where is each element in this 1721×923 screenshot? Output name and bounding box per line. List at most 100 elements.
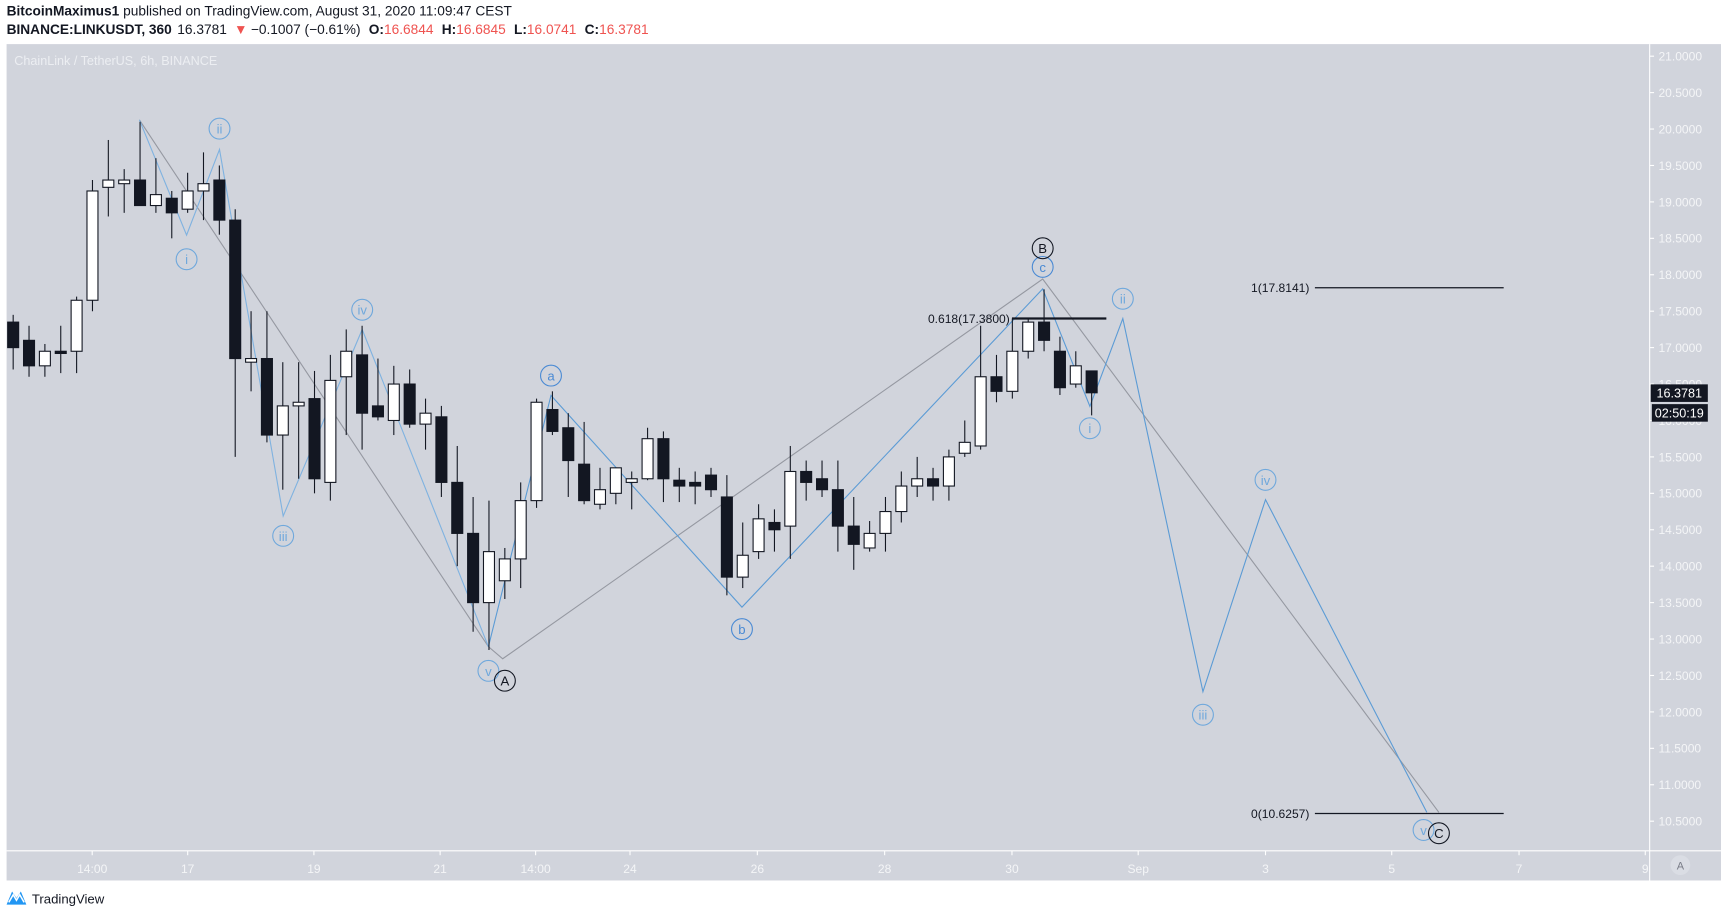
author-name[interactable]: BitcoinMaximus1 [7, 4, 120, 19]
svg-text:iii: iii [1199, 708, 1208, 723]
wave-label-i[interactable]: i [175, 248, 198, 271]
time-tick-label: 30 [1005, 862, 1019, 876]
wave-label-v[interactable]: v [1412, 819, 1435, 841]
svg-text:iii: iii [279, 529, 288, 544]
price-axis[interactable]: 21.0000 20.5000 20.0000 19.5000 19.0000 18.50… [1649, 50, 1703, 829]
bar-countdown: 02:50:19 [1655, 406, 1704, 420]
wave-degree-major-lines [138, 119, 1440, 813]
wave-label-ii[interactable]: ii [208, 117, 231, 140]
candle [482, 500, 496, 650]
wave-label-c[interactable]: c [1031, 255, 1054, 278]
svg-text:i: i [1088, 421, 1091, 436]
candle [498, 547, 511, 599]
svg-text:ii: ii [217, 122, 223, 137]
price-tick-label: 11.0000 [1658, 778, 1701, 792]
candle [847, 496, 860, 570]
price-tick-label: 12.0000 [1658, 705, 1702, 719]
candle [102, 139, 115, 217]
svg-text:B: B [1038, 241, 1047, 256]
wave-label-ii[interactable]: ii [1111, 287, 1134, 310]
wave-label-iii[interactable]: iii [272, 524, 295, 547]
wave-label-A[interactable]: A [493, 669, 516, 692]
price-tick-label: 19.5000 [1658, 159, 1702, 173]
price-tick-label: 17.0000 [1658, 341, 1702, 355]
candle [578, 421, 591, 505]
svg-text:v: v [1420, 823, 1427, 838]
candle [863, 521, 876, 552]
svg-text:iv: iv [1261, 473, 1271, 488]
candle [689, 471, 702, 505]
candle [22, 325, 36, 377]
fib-retracement[interactable]: 0.618(17.3800) 1(17.8141) 0(10.6257) [928, 281, 1504, 821]
candle [356, 325, 369, 450]
time-axis[interactable]: 14:00 17 19 21 14:00 24 26 28 30 Sep 3 5 7 9 [77, 850, 1649, 876]
candle [467, 496, 480, 632]
candle [260, 311, 273, 443]
time-tick-label: 24 [623, 862, 637, 876]
candle [673, 467, 686, 503]
candle [38, 343, 51, 377]
price-tick-label: 15.0000 [1658, 487, 1702, 501]
candle [1053, 336, 1066, 395]
candlestick-series [7, 121, 1098, 650]
candle [292, 362, 305, 479]
chart-title: ChainLink / TetherUS, 6h, BINANCE [14, 54, 217, 68]
time-tick-label: 19 [307, 862, 321, 876]
wave-label-iv[interactable]: iv [1254, 468, 1277, 491]
high-label: H: [442, 22, 456, 37]
candle [720, 475, 733, 596]
wave-label-iii[interactable]: iii [1191, 703, 1214, 726]
price-tick-label: 14.5000 [1658, 523, 1702, 537]
price-tick-label: 11.5000 [1658, 742, 1701, 756]
price-tick-label: 19.0000 [1658, 195, 1702, 209]
price-tick-label: 13.0000 [1658, 632, 1702, 646]
candle [514, 482, 527, 589]
auto-scale-button[interactable]: A [1670, 855, 1691, 875]
candle [324, 354, 337, 501]
wave-label-v[interactable]: v [477, 659, 500, 682]
candle [768, 509, 781, 552]
svg-text:A: A [500, 674, 509, 689]
wave-label-a[interactable]: a [540, 364, 562, 387]
tradingview-logo-text: TradingView [32, 892, 105, 907]
candle [451, 445, 464, 567]
time-tick-label: 17 [181, 862, 195, 876]
wave-label-C[interactable]: C [1427, 822, 1450, 845]
time-tick-label: 21 [433, 862, 447, 876]
candle [229, 209, 242, 457]
candle [974, 325, 987, 450]
auto-scale-label: A [1677, 860, 1685, 872]
svg-text:v: v [485, 664, 492, 679]
close-label: C: [585, 22, 599, 37]
candle [704, 467, 718, 497]
wave-label-i[interactable]: i [1078, 417, 1101, 440]
wave-label-iv[interactable]: iv [351, 298, 374, 321]
price-tick-label: 14.0000 [1658, 560, 1702, 574]
candle [181, 172, 194, 213]
svg-text:c: c [1039, 260, 1046, 275]
candle [990, 354, 1003, 403]
high-value: 16.6845 [456, 22, 506, 37]
fib-label-0: 0(10.6257) [1251, 807, 1309, 821]
candle [752, 504, 765, 559]
tradingview-logo[interactable]: TradingView [6, 891, 105, 907]
svg-text:BitcoinMaximus1 published on T: BitcoinMaximus1 published on TradingView… [7, 4, 513, 19]
price-tick-label: 10.5000 [1658, 815, 1702, 829]
wave-label-B[interactable]: B [1031, 237, 1054, 260]
time-tick-label: 9 [1642, 862, 1649, 876]
wave-label-b[interactable]: b [730, 618, 753, 641]
candle [403, 369, 416, 428]
publish-info: published on TradingView.com, August 31,… [119, 4, 512, 19]
svg-text:a: a [547, 369, 555, 384]
candle [657, 431, 670, 503]
time-tick-label: Sep [1127, 862, 1149, 876]
candle [54, 325, 67, 374]
candle [609, 467, 622, 505]
fib-label-1: 1(17.8141) [1251, 281, 1309, 295]
price-tick-label: 18.0000 [1658, 268, 1702, 282]
candle [308, 370, 321, 494]
time-tick-label: 14:00 [77, 862, 107, 876]
price-tick-label: 20.5000 [1658, 86, 1702, 100]
svg-text:b: b [738, 622, 745, 637]
candle [371, 358, 384, 421]
